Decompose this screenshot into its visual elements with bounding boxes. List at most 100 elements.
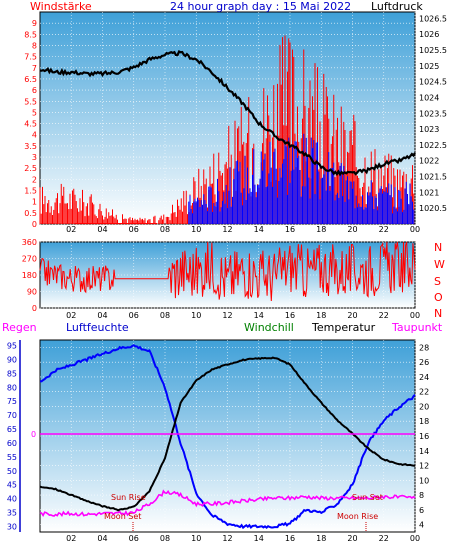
humidity-tick-label: 85 xyxy=(7,369,17,378)
compass-n-bottom: N xyxy=(434,307,442,320)
direction-tick-label: 360 xyxy=(22,238,37,247)
x-tick-label: 04 xyxy=(97,311,107,320)
wind-tick-label: 2.5 xyxy=(24,164,37,173)
moon-rise-label: Moon Rise xyxy=(337,512,378,521)
pressure-tick-label: 1023.5 xyxy=(419,109,447,118)
x-tick-label: 00 xyxy=(410,311,420,320)
x-tick-label: 06 xyxy=(129,534,139,543)
pressure-tick-label: 1022 xyxy=(419,157,439,166)
humidity-line xyxy=(39,344,416,530)
pressure-line xyxy=(39,50,416,177)
wind-tick-label: 7 xyxy=(32,64,37,73)
wind-tick-label: 8.5 xyxy=(24,30,37,39)
x-tick-label: 16 xyxy=(285,534,295,543)
humidity-tick-label: 55 xyxy=(7,453,17,462)
wind-tick-label: 5.5 xyxy=(24,97,37,106)
x-tick-label: 04 xyxy=(97,225,107,234)
wind-tick-label: 1 xyxy=(32,198,37,207)
direction-tick-label: 270 xyxy=(22,255,37,264)
wind-tick-label: 3.5 xyxy=(24,142,37,151)
legend-temperature: Temperatur xyxy=(311,321,376,334)
x-tick-label: 08 xyxy=(160,311,170,320)
x-tick-label: 14 xyxy=(254,311,264,320)
temperature-tick-label: 12 xyxy=(419,462,429,471)
moon-set-label: Moon Set xyxy=(104,512,141,521)
wind-tick-label: 4 xyxy=(32,131,37,140)
pressure-tick-label: 1025.5 xyxy=(419,46,447,55)
rain-zero-tick: 0 xyxy=(31,430,36,439)
pressure-tick-label: 1023 xyxy=(419,125,439,134)
x-tick-label: 20 xyxy=(347,225,357,234)
humidity-tick-label: 40 xyxy=(7,495,17,504)
wind-tick-label: 2 xyxy=(32,175,37,184)
temperature-tick-label: 22 xyxy=(419,388,429,397)
temperature-tick-label: 20 xyxy=(419,402,429,411)
pressure-tick-label: 1020.5 xyxy=(419,204,447,213)
x-tick-label: 10 xyxy=(191,534,201,543)
temperature-tick-label: 16 xyxy=(419,432,429,441)
humidity-tick-label: 70 xyxy=(7,411,17,420)
temperature-tick-label: 8 xyxy=(419,491,424,500)
x-tick-label: 10 xyxy=(191,311,201,320)
x-tick-label: 06 xyxy=(129,225,139,234)
wind-tick-label: 4.5 xyxy=(24,120,37,129)
temperature-tick-label: 18 xyxy=(419,417,429,426)
pressure-tick-label: 1026 xyxy=(419,30,439,39)
x-tick-label: 12 xyxy=(222,534,232,543)
x-tick-label: 12 xyxy=(222,311,232,320)
x-tick-label: 16 xyxy=(285,225,295,234)
sun-rise-label: Sun Rise xyxy=(111,493,146,502)
legend-dewpoint: Taupunkt xyxy=(391,321,443,334)
direction-tick-label: 180 xyxy=(22,271,37,280)
wind-tick-label: 5 xyxy=(32,108,37,117)
legend-windchill: Windchill xyxy=(244,321,294,334)
temperature-tick-label: 14 xyxy=(419,447,429,456)
pressure-tick-label: 1021 xyxy=(419,188,439,197)
pressure-tick-label: 1022.5 xyxy=(419,141,447,150)
temperature-tick-label: 28 xyxy=(419,343,429,352)
humidity-tick-label: 75 xyxy=(7,397,17,406)
compass-w: W xyxy=(434,258,445,271)
wind-tick-label: 0 xyxy=(32,220,37,229)
temperature-tick-label: 24 xyxy=(419,373,429,382)
sun-set-label: Sun Set xyxy=(352,493,383,502)
x-tick-label: 04 xyxy=(97,534,107,543)
x-tick-label: 14 xyxy=(254,534,264,543)
graph-title: 24 hour graph day : 15 Mai 2022 xyxy=(170,0,351,13)
pressure-tick-label: 1025 xyxy=(419,62,439,71)
x-tick-label: 22 xyxy=(379,534,389,543)
x-tick-label: 00 xyxy=(410,534,420,543)
x-tick-label: 18 xyxy=(316,225,326,234)
compass-s: S xyxy=(434,275,441,288)
x-tick-label: 22 xyxy=(379,225,389,234)
wind-tick-label: 0.5 xyxy=(24,209,37,218)
x-tick-label: 22 xyxy=(379,311,389,320)
pressure-label: Luftdruck xyxy=(371,0,423,13)
wind-tick-label: 6 xyxy=(32,86,37,95)
humidity-tick-label: 65 xyxy=(7,425,17,434)
x-tick-label: 20 xyxy=(347,534,357,543)
humidity-tick-label: 60 xyxy=(7,439,17,448)
x-tick-label: 14 xyxy=(254,225,264,234)
humidity-tick-label: 45 xyxy=(7,481,17,490)
direction-tick-label: 90 xyxy=(27,288,37,297)
temperature-tick-label: 4 xyxy=(419,521,424,530)
humidity-tick-label: 30 xyxy=(7,522,17,531)
humidity-tick-label: 80 xyxy=(7,383,17,392)
x-tick-label: 02 xyxy=(66,311,76,320)
temperature-tick-label: 10 xyxy=(419,476,429,485)
humidity-tick-label: 35 xyxy=(7,509,17,518)
compass-o: O xyxy=(434,291,443,304)
x-tick-label: 06 xyxy=(129,311,139,320)
x-tick-label: 18 xyxy=(316,534,326,543)
wind-tick-label: 8 xyxy=(32,41,37,50)
pressure-tick-label: 1024.5 xyxy=(419,78,447,87)
x-tick-label: 02 xyxy=(66,225,76,234)
x-tick-label: 08 xyxy=(160,225,170,234)
pressure-tick-label: 1026.5 xyxy=(419,14,447,23)
wind-tick-label: 1.5 xyxy=(24,187,37,196)
wind-direction-line xyxy=(39,241,416,302)
x-tick-label: 02 xyxy=(66,534,76,543)
